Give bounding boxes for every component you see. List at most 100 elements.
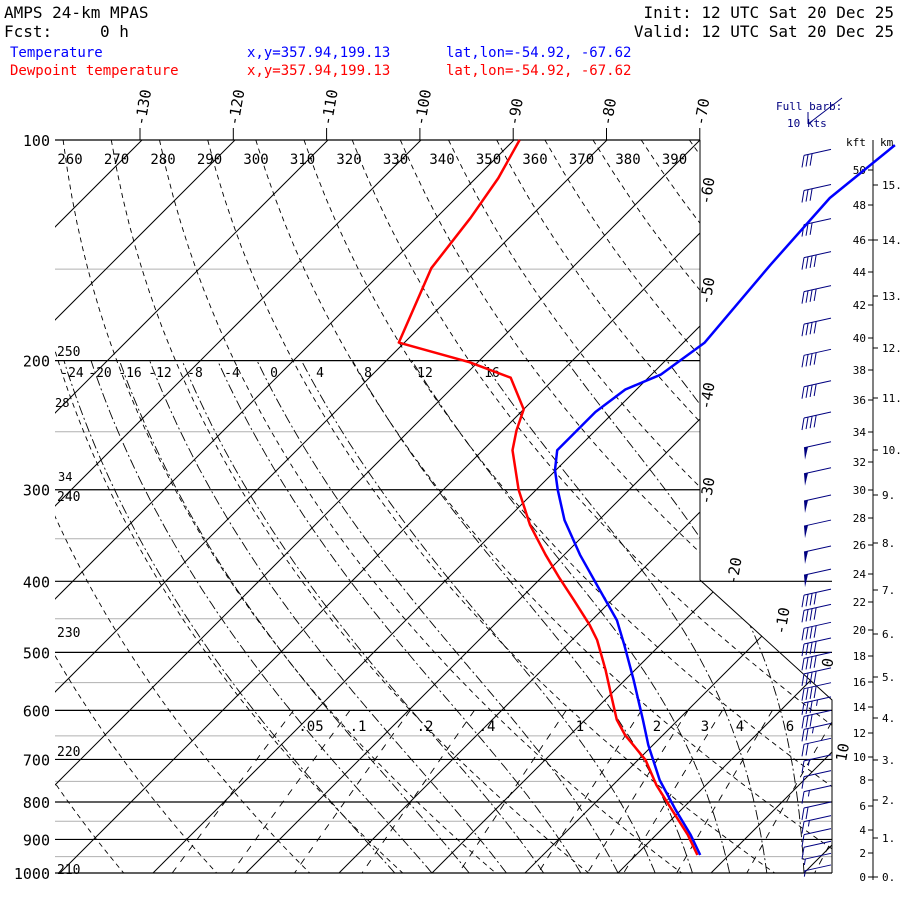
- moist-adiabat-label: -24: [60, 366, 84, 381]
- barb-full: [801, 702, 805, 715]
- kft-label: 18: [853, 650, 866, 663]
- pressure-label: 100: [23, 132, 50, 150]
- wind-barb: [803, 519, 832, 539]
- dry-adiabat: [207, 140, 775, 873]
- mixing-ratio-label: .1: [350, 719, 367, 735]
- dry-adiabat: [737, 140, 832, 873]
- barb-staff: [803, 184, 832, 191]
- barb-full: [805, 594, 809, 607]
- moist-adiabat-label: -20: [88, 366, 111, 381]
- temperature-line: [553, 144, 896, 856]
- kft-label: 46: [853, 234, 866, 247]
- forecast-hour: 0 h: [100, 22, 129, 41]
- wind-barb: [801, 621, 832, 641]
- barb-full: [809, 153, 813, 166]
- barb-full: [809, 593, 813, 606]
- dewpoint-latlon: lat,lon=-54.92, -67.62: [446, 63, 632, 79]
- barb-full: [801, 628, 805, 641]
- barb-staff: [803, 852, 832, 860]
- barb-pennant: [804, 446, 809, 460]
- dewpoint-line: [397, 139, 699, 856]
- wind-barb: [801, 840, 832, 860]
- kft-label: 28: [853, 512, 866, 525]
- barb-full: [805, 223, 809, 236]
- mixing-ratio-label: 3: [701, 719, 709, 735]
- barb-staff: [803, 411, 832, 419]
- barb-full: [801, 776, 805, 789]
- dry-adiabat: [255, 140, 832, 873]
- isotherm: [55, 140, 143, 873]
- dry-adiabat: [689, 140, 832, 873]
- barb-half: [807, 820, 810, 827]
- barb-staff: [803, 148, 832, 156]
- theta-label: 340: [429, 152, 454, 168]
- isotherm-side-label: -40: [696, 381, 718, 411]
- barb-full: [809, 714, 813, 727]
- dry-adiabat: [110, 140, 589, 873]
- barb-full: [801, 847, 805, 860]
- dry-adiabat: [496, 140, 832, 873]
- barb-full: [805, 417, 809, 430]
- barb-staff: [803, 682, 832, 690]
- isotherm-label: -90: [504, 97, 526, 127]
- wind-barb: [801, 651, 832, 671]
- wind-barb: [801, 667, 832, 686]
- pressure-label: 400: [23, 573, 50, 591]
- theta-left-label: 240: [57, 490, 80, 505]
- wind-barb: [801, 588, 832, 608]
- barb-staff: [803, 317, 832, 325]
- barb-pennant: [804, 472, 809, 486]
- km-label: 13.: [882, 290, 900, 303]
- km-label: 10.: [882, 444, 900, 457]
- barb-full: [801, 610, 805, 623]
- barb-half: [807, 790, 810, 797]
- kft-label: 34: [853, 426, 867, 439]
- kft-axis-label: kft: [846, 136, 866, 149]
- theta-label: 380: [615, 152, 640, 168]
- pressure-label: 600: [23, 702, 50, 720]
- isotherm: [55, 140, 608, 873]
- barb-full: [813, 655, 817, 668]
- barb-full: [809, 608, 813, 621]
- barb-half: [811, 727, 814, 734]
- moist-adiabat: [181, 360, 544, 873]
- barb-full: [813, 625, 817, 638]
- legend-temperature: Temperature: [10, 45, 103, 61]
- barb-staff: [803, 519, 832, 527]
- isotherm: [55, 140, 236, 873]
- barb-full: [801, 155, 805, 168]
- wind-barb: [801, 696, 832, 715]
- barb-staff: [803, 568, 832, 576]
- km-label: 14.: [882, 234, 900, 247]
- barb-full: [809, 353, 813, 366]
- barb-legend-icon: [807, 97, 843, 125]
- barb-full: [801, 595, 805, 608]
- barb-pennant: [804, 574, 809, 588]
- kft-label: 26: [853, 539, 866, 552]
- isotherm-label: -110: [318, 88, 342, 127]
- moist-adiabat: [119, 360, 470, 873]
- mixing-ratio-label: 1: [576, 719, 584, 735]
- barb-staff: [803, 380, 832, 388]
- wind-barb: [801, 709, 832, 729]
- moist-adiabat-label: -16: [118, 366, 141, 381]
- barb-full: [805, 189, 809, 202]
- wind-barb: [801, 251, 832, 270]
- isotherm: [55, 140, 515, 873]
- wind-barb: [801, 218, 832, 237]
- kft-label: 32: [853, 456, 866, 469]
- theta-label: 320: [336, 152, 361, 168]
- kft-label: 10: [853, 751, 866, 764]
- theta-label: 310: [290, 152, 315, 168]
- barb-full: [801, 673, 805, 686]
- kft-label: 24: [853, 568, 867, 581]
- barb-full: [805, 323, 809, 336]
- temperature-latlon: lat,lon=-54.92, -67.62: [446, 45, 632, 61]
- km-label: 5.: [882, 671, 895, 684]
- isotherm-label: -80: [598, 97, 620, 127]
- wind-barb: [803, 864, 832, 877]
- barb-full: [805, 643, 809, 656]
- barb-full: [801, 688, 805, 701]
- barb-full: [809, 384, 813, 397]
- moist-adiabat: [256, 360, 619, 873]
